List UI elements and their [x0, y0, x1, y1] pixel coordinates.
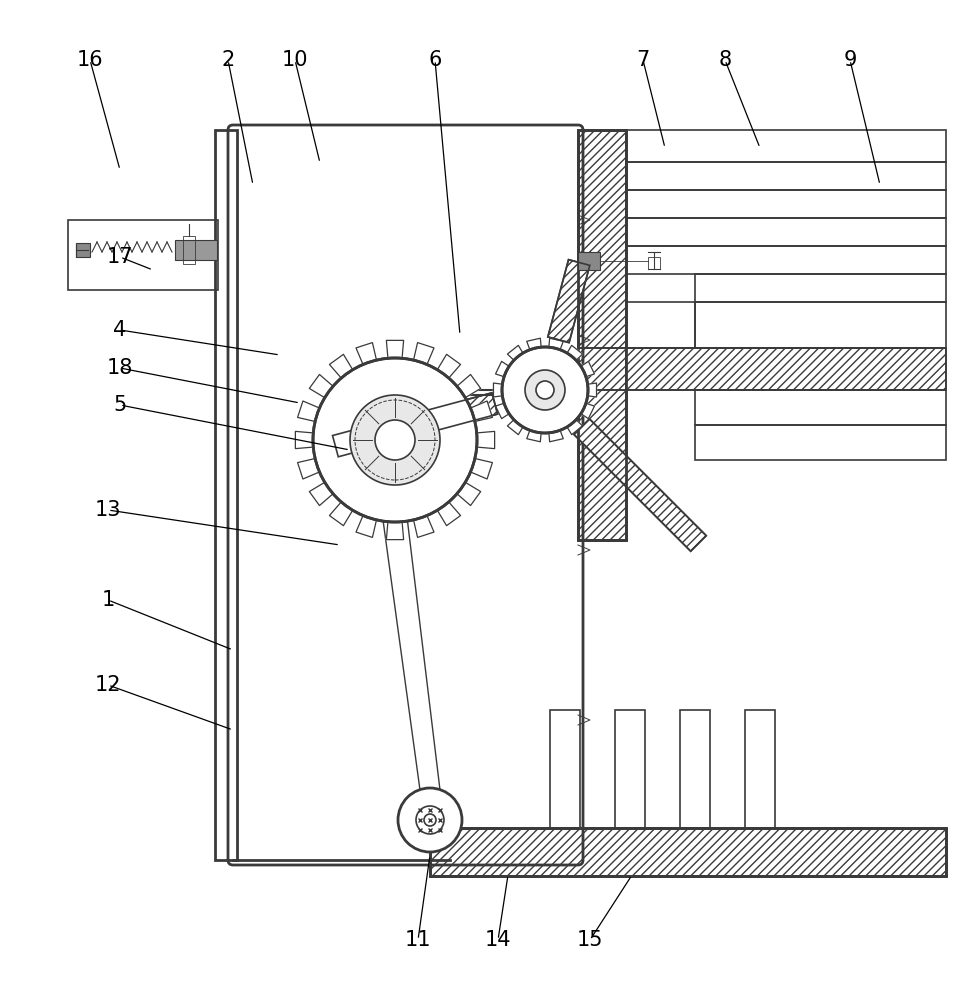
Text: 7: 7 — [636, 50, 650, 70]
Polygon shape — [496, 403, 509, 419]
Text: 15: 15 — [577, 930, 604, 950]
Polygon shape — [493, 383, 503, 397]
Bar — [430, 828, 946, 876]
Bar — [68, 220, 218, 290]
Bar — [578, 252, 600, 270]
Circle shape — [375, 420, 415, 460]
Bar — [695, 425, 946, 460]
Polygon shape — [580, 361, 595, 377]
Bar — [648, 257, 660, 269]
Polygon shape — [527, 430, 541, 442]
Text: 6: 6 — [429, 50, 442, 70]
Polygon shape — [567, 420, 582, 435]
Text: 4: 4 — [113, 320, 127, 340]
Polygon shape — [386, 340, 404, 358]
Polygon shape — [298, 401, 319, 421]
Bar — [76, 243, 90, 257]
Bar — [626, 162, 946, 190]
Polygon shape — [309, 374, 333, 398]
Polygon shape — [298, 459, 319, 479]
Polygon shape — [587, 383, 597, 397]
Polygon shape — [549, 338, 563, 350]
Polygon shape — [477, 431, 495, 449]
Bar — [745, 710, 775, 828]
Bar — [695, 302, 946, 348]
Bar — [695, 274, 946, 302]
Circle shape — [536, 381, 554, 399]
Circle shape — [502, 347, 588, 433]
Bar — [175, 240, 217, 260]
Text: 14: 14 — [484, 930, 511, 950]
Polygon shape — [548, 260, 590, 343]
Bar — [626, 246, 946, 274]
Text: 12: 12 — [95, 675, 121, 695]
Polygon shape — [456, 374, 480, 398]
Bar — [626, 190, 946, 218]
Polygon shape — [549, 430, 563, 442]
Polygon shape — [295, 431, 313, 449]
Polygon shape — [507, 420, 523, 435]
Polygon shape — [574, 419, 706, 551]
Polygon shape — [471, 401, 492, 421]
Bar — [578, 348, 626, 390]
Bar — [680, 710, 710, 828]
Text: 2: 2 — [221, 50, 234, 70]
Text: 5: 5 — [113, 395, 127, 415]
Polygon shape — [471, 459, 492, 479]
Text: 18: 18 — [107, 358, 134, 378]
Circle shape — [525, 370, 565, 410]
Polygon shape — [309, 482, 333, 506]
Bar — [626, 348, 946, 390]
Text: 9: 9 — [844, 50, 856, 70]
Text: 17: 17 — [107, 247, 134, 267]
Text: 1: 1 — [101, 590, 114, 610]
Text: 10: 10 — [282, 50, 308, 70]
Polygon shape — [567, 345, 582, 360]
Bar — [430, 828, 946, 876]
Polygon shape — [333, 393, 498, 457]
Polygon shape — [437, 354, 460, 378]
Polygon shape — [437, 502, 460, 526]
Polygon shape — [330, 354, 353, 378]
Polygon shape — [386, 522, 404, 540]
Bar — [183, 236, 195, 264]
Text: 16: 16 — [77, 50, 104, 70]
Bar — [550, 710, 580, 828]
Circle shape — [313, 358, 477, 522]
Polygon shape — [456, 482, 480, 506]
Bar — [615, 710, 645, 828]
Polygon shape — [413, 343, 434, 364]
Bar — [626, 218, 946, 246]
Bar — [626, 130, 946, 162]
Polygon shape — [496, 361, 509, 377]
Bar — [578, 130, 626, 540]
Bar — [578, 130, 626, 540]
Circle shape — [350, 395, 440, 485]
Text: 11: 11 — [405, 930, 431, 950]
Polygon shape — [413, 516, 434, 537]
Polygon shape — [356, 516, 377, 537]
Polygon shape — [507, 345, 523, 360]
Polygon shape — [330, 502, 353, 526]
Polygon shape — [356, 343, 377, 364]
Bar — [215, 130, 237, 860]
Text: 8: 8 — [719, 50, 731, 70]
Polygon shape — [580, 403, 595, 419]
Polygon shape — [527, 338, 541, 350]
Bar — [626, 348, 946, 390]
Bar — [626, 302, 695, 348]
Circle shape — [398, 788, 462, 852]
Bar — [695, 390, 946, 425]
Text: 13: 13 — [95, 500, 121, 520]
Bar — [578, 348, 626, 390]
